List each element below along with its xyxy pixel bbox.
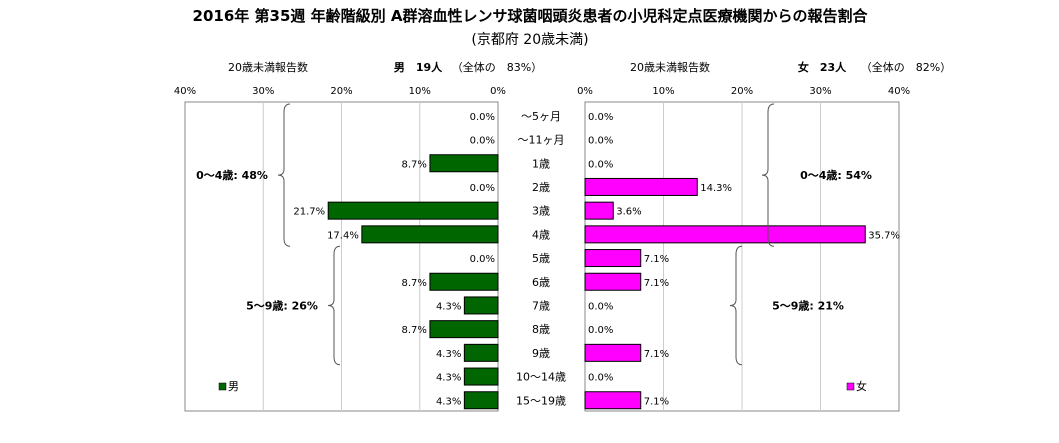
data-label-female: 0.0%: [588, 373, 613, 384]
category-label: 3歳: [532, 205, 550, 218]
bar-female: [584, 391, 642, 410]
female-header-label: 20歳未満報告数: [630, 61, 710, 74]
group-bracket-male: [327, 245, 341, 366]
data-label-female: 0.0%: [588, 325, 613, 336]
bar-male: [429, 320, 499, 339]
data-label-female: 14.3%: [700, 183, 732, 194]
category-label: ～11ヶ月: [518, 134, 565, 147]
tick-label-female: 30%: [809, 86, 831, 97]
category-label: 9歳: [532, 347, 550, 360]
tick-label-male: 0%: [490, 86, 506, 97]
category-label: 6歳: [532, 276, 550, 289]
data-label-female: 0.0%: [588, 112, 613, 123]
male-header-label: 20歳未満報告数: [228, 61, 308, 74]
female-header-share: （全体の 82%）: [861, 60, 951, 74]
data-label-male: 8.7%: [402, 325, 427, 336]
group-bracket-female: [729, 245, 743, 366]
data-label-female: 0.0%: [588, 159, 613, 170]
category-label: 15～19歳: [516, 394, 566, 407]
category-label: 7歳: [532, 299, 550, 312]
bar-male: [429, 154, 499, 173]
bars: [327, 154, 866, 410]
data-label-female: 35.7%: [868, 230, 900, 241]
bar-male: [463, 391, 499, 410]
category-label: 5歳: [532, 252, 550, 265]
bar-male: [361, 225, 499, 244]
category-label: 4歳: [532, 228, 550, 241]
tick-label-male: 20%: [330, 86, 352, 97]
tick-label-female: 40%: [888, 86, 910, 97]
data-label-male: 4.3%: [436, 373, 461, 384]
bar-male: [463, 367, 499, 386]
data-label-male: 0.0%: [470, 136, 495, 147]
group-label-male: 5～9歳: 26%: [246, 298, 318, 312]
category-label: 1歳: [532, 157, 550, 170]
data-label-female: 3.6%: [616, 207, 641, 218]
data-label-male: 4.3%: [436, 396, 461, 407]
legend-label-male: 男: [228, 380, 239, 393]
data-label-male: 0.0%: [470, 254, 495, 265]
group-label-female: 0～4歳: 54%: [800, 168, 872, 182]
data-labels: 0.0% 0.0% 8.7% 0.0% 21.7% 17.4% 0.0% 8.7% 4.3% 8.…: [293, 112, 900, 407]
chart-subtitle: (京都府 20歳未満): [471, 32, 588, 48]
tick-label-male: 10%: [409, 86, 431, 97]
chart-title: 2016年 第35週 年齢階級別 A群溶血性レンサ球菌咽頭炎患者の小児科定点医療…: [193, 7, 869, 25]
tick-label-male: 40%: [174, 86, 196, 97]
category-label: ～5ヶ月: [521, 110, 561, 123]
male-header-share: （全体の 83%）: [452, 60, 542, 74]
category-label: 2歳: [532, 181, 550, 194]
bar-female: [584, 343, 642, 362]
group-bracket-female: [761, 103, 775, 247]
bar-female: [584, 201, 614, 220]
legend-swatch-female: [846, 382, 855, 391]
group-label-female: 5～9歳: 21%: [772, 298, 844, 312]
axis-ticks: 0% 0% 10% 10% 20% 20% 30% 30% 40% 40%: [174, 86, 910, 97]
bar-female: [584, 225, 866, 244]
bar-female: [584, 177, 698, 196]
data-label-female: 0.0%: [588, 301, 613, 312]
male-header-count: 男 19人: [394, 60, 443, 74]
grid-lines: [262, 102, 821, 411]
data-label-male: 8.7%: [402, 159, 427, 170]
category-labels: ～5ヶ月 ～11ヶ月 1歳 2歳 3歳 4歳 5歳 6歳 7歳 8歳 9歳 10～14歳 15～19歳: [516, 110, 566, 407]
data-label-male: 4.3%: [436, 301, 461, 312]
bar-female: [584, 272, 642, 291]
bar-male: [463, 343, 499, 362]
group-bracket-male: [277, 103, 291, 247]
data-label-female: 7.1%: [644, 396, 669, 407]
data-label-male: 0.0%: [470, 183, 495, 194]
category-label: 8歳: [532, 323, 550, 336]
data-label-male: 0.0%: [470, 112, 495, 123]
data-label-female: 7.1%: [644, 278, 669, 289]
bar-male: [429, 272, 499, 291]
data-label-male: 8.7%: [402, 278, 427, 289]
data-label-female: 0.0%: [588, 136, 613, 147]
data-label-male: 21.7%: [293, 207, 325, 218]
data-label-female: 7.1%: [644, 254, 669, 265]
group-annotations: 0～4歳: 48% 5～9歳: 26% 0～4歳: 54% 5～9歳: 21%: [196, 103, 872, 366]
category-label: 10～14歳: [516, 371, 566, 384]
data-label-male: 4.3%: [436, 349, 461, 360]
bar-female: [584, 249, 642, 268]
data-label-male: 17.4%: [327, 230, 359, 241]
bar-male: [327, 201, 499, 220]
tick-label-female: 20%: [731, 86, 753, 97]
tick-label-female: 0%: [577, 86, 593, 97]
legend-swatch-male: [218, 382, 227, 391]
data-label-female: 7.1%: [644, 349, 669, 360]
tick-label-male: 30%: [252, 86, 274, 97]
legend-label-female: 女: [856, 379, 867, 393]
bar-male: [463, 296, 499, 315]
tick-label-female: 10%: [652, 86, 674, 97]
female-header-count: 女 23人: [798, 60, 847, 74]
group-label-male: 0～4歳: 48%: [196, 168, 268, 182]
